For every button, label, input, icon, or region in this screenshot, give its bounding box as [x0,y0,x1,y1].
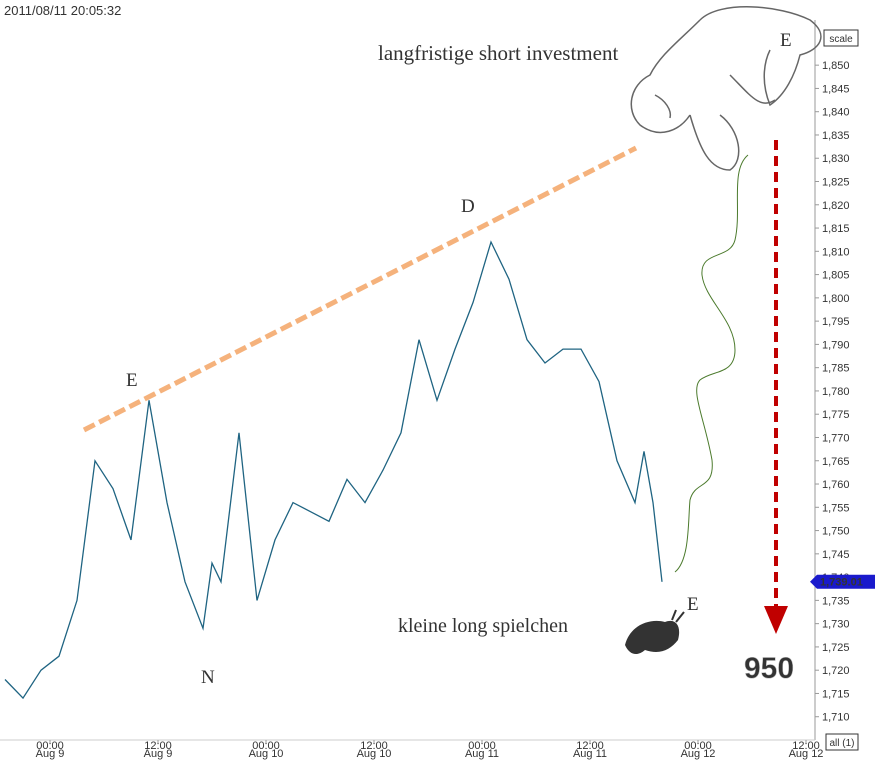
y-tick-label: 1,765 [822,456,850,468]
x-tick-label: Aug 12 [789,748,824,760]
scale-button[interactable] [823,29,859,47]
x-tick-label: 00:00 [36,740,64,752]
y-tick-label: 1,795 [822,316,850,328]
annotation: E [126,370,138,391]
last-price-label: 1,739.01 [820,577,863,589]
x-tick-label: 12:00 [576,740,604,752]
x-tick-label: 00:00 [468,740,496,752]
y-tick-label: 1,720 [822,665,850,677]
y-tick-label: 1,735 [822,595,850,607]
x-tick-label: Aug 9 [36,748,65,760]
y-tick-label: 1,800 [822,293,850,305]
y-tick-label: 1,715 [822,688,850,700]
scale-button-label[interactable]: scale [829,34,853,45]
all-button-label[interactable]: all (1) [829,738,854,749]
timestamp: 2011/08/11 20:05:32 [4,3,121,18]
y-tick-label: 1,725 [822,642,850,654]
y-tick-label: 1,820 [822,200,850,212]
x-tick-label: Aug 11 [573,748,607,760]
y-tick-label: 1,835 [822,130,850,142]
y-tick-label: 1,845 [822,83,850,95]
all-button[interactable] [825,733,859,751]
trend-line [82,145,638,433]
x-tick-label: 00:00 [252,740,280,752]
y-tick-label: 1,825 [822,177,850,189]
arrow-head [764,606,788,634]
x-tick-label: Aug 12 [681,748,716,760]
y-tick-label: 1,710 [822,712,850,724]
x-tick-label: 12:00 [144,740,172,752]
annotation-950: 950 [744,652,794,685]
annotation: D [461,196,475,217]
y-tick-label: 1,850 [822,60,850,72]
annotation: N [201,667,215,688]
annotation: langfristige short investment [378,41,618,65]
y-tick-label: 1,750 [822,526,850,538]
y-tick-label: 1,810 [822,246,850,258]
y-tick-label: 1,780 [822,386,850,398]
y-tick-label: 1,760 [822,479,850,491]
price-line [4,240,663,700]
y-tick-label: 1,755 [822,502,850,514]
x-tick-label: Aug 9 [144,748,173,760]
x-tick-label: 12:00 [360,740,388,752]
y-tick-label: 1,840 [822,107,850,119]
last-price-tag [810,574,875,589]
x-tick-label: Aug 10 [249,748,284,760]
wave-line [674,154,749,573]
y-tick-label: 1,730 [822,619,850,631]
y-tick-label: 1,745 [822,549,850,561]
x-tick-label: Aug 10 [357,748,392,760]
x-tick-label: 12:00 [792,740,820,752]
y-tick-label: 1,815 [822,223,850,235]
y-tick-label: 1,770 [822,432,850,444]
y-tick-label: 1,805 [822,270,850,282]
x-tick-label: Aug 11 [465,748,499,760]
bull-icon [625,609,685,655]
x-tick-label: 00:00 [684,740,712,752]
bear-sketch [630,6,822,171]
annotation: E [780,30,792,51]
annotation: E [687,594,699,615]
y-tick-label: 1,790 [822,339,850,351]
annotation: kleine long spielchen [398,615,568,637]
y-tick-label: 1,785 [822,363,850,375]
y-tick-label: 1,830 [822,153,850,165]
y-tick-label: 1,775 [822,409,850,421]
